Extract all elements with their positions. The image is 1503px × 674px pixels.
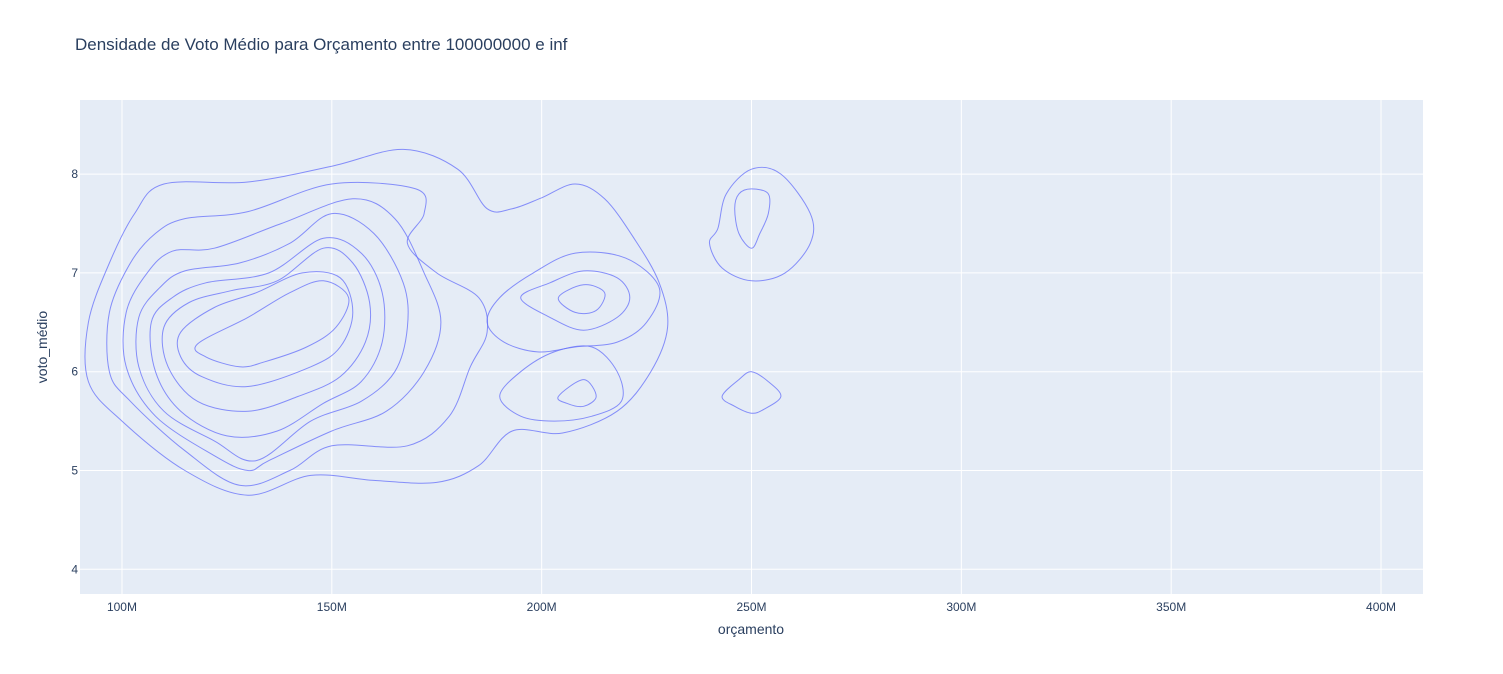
contour-line-level-3 xyxy=(734,188,771,249)
x-tick-label: 300M xyxy=(946,600,976,614)
contour-line-level-4 xyxy=(135,213,409,462)
chart-title: Densidade de Voto Médio para Orçamento e… xyxy=(75,35,568,54)
contour-line-level-5 xyxy=(149,237,386,438)
y-tick-labels: 4 5 6 7 8 xyxy=(71,167,78,576)
x-tick-label: 200M xyxy=(527,600,557,614)
contour-line-level-2 xyxy=(499,345,624,422)
contour-line-level-1 xyxy=(708,166,815,282)
x-tick-label: 350M xyxy=(1156,600,1186,614)
x-tick-label: 150M xyxy=(317,600,347,614)
contour-line-level-6 xyxy=(161,247,372,412)
contour-line-level-7 xyxy=(176,271,354,388)
y-tick-label: 5 xyxy=(71,464,78,478)
contour-line-level-3 xyxy=(520,270,631,331)
contour-line-level-2 xyxy=(486,251,661,353)
y-tick-label: 4 xyxy=(71,562,78,576)
x-tick-label: 400M xyxy=(1366,600,1396,614)
contour-line-level-4 xyxy=(557,379,597,408)
x-tick-label: 100M xyxy=(107,600,137,614)
y-tick-label: 8 xyxy=(71,167,78,181)
contour-line-level-3 xyxy=(122,198,442,472)
y-tick-label: 6 xyxy=(71,365,78,379)
contour-line-level-1 xyxy=(84,148,669,496)
contour-line-level-2 xyxy=(106,181,489,487)
contour-lines xyxy=(84,148,815,496)
contour-line-level-1 xyxy=(721,371,782,414)
x-tick-label: 250M xyxy=(736,600,766,614)
contour-line-level-5 xyxy=(557,284,606,315)
y-axis-title: voto_médio xyxy=(34,311,50,384)
x-grid-lines xyxy=(121,100,1382,594)
x-axis-title: orçamento xyxy=(718,621,784,637)
x-tick-labels: 100M 150M 200M 250M 300M 350M 400M xyxy=(107,600,1396,614)
contour-line-level-8 xyxy=(194,280,350,368)
y-tick-label: 7 xyxy=(71,266,78,280)
